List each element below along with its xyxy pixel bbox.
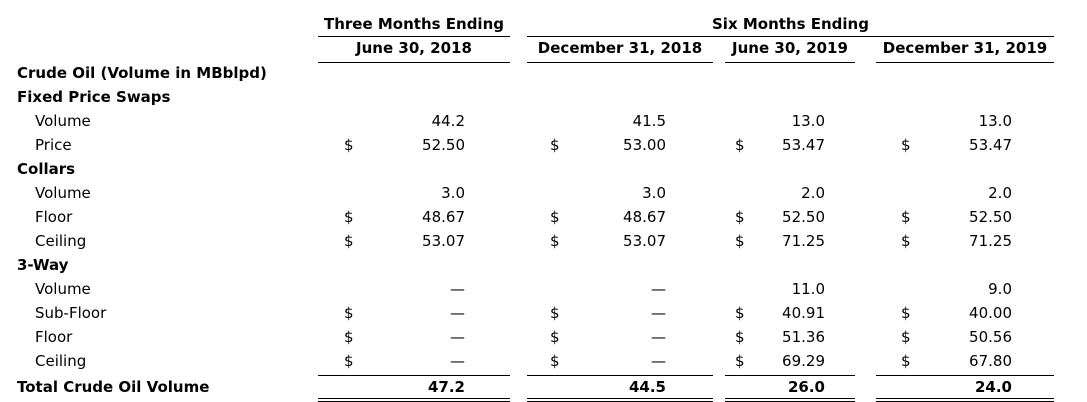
table-cell: — [651,304,666,322]
currency-symbol: $ [735,136,745,154]
currency-symbol: $ [344,136,354,154]
table-cell: 44.2 [431,112,465,130]
table-cell: 50.56 [969,328,1012,346]
table-cell: 2.0 [988,184,1012,202]
table-cell: 53.00 [623,136,666,154]
table-cell: 53.47 [969,136,1012,154]
table-cell: 69.29 [782,352,825,370]
table-cell: 53.07 [422,232,465,250]
total-double-underline [876,398,1054,399]
currency-symbol: $ [344,352,354,370]
table-cell: 3.0 [642,184,666,202]
currency-symbol: $ [550,232,560,250]
section-label: Fixed Price Swaps [17,88,171,106]
row-label: Volume [35,280,91,298]
table-cell: 53.07 [623,232,666,250]
table-cell: 51.36 [782,328,825,346]
table-cell: — [450,280,465,298]
currency-symbol: $ [901,304,911,322]
currency-symbol: $ [735,208,745,226]
currency-symbol: $ [550,136,560,154]
column-header-rule [725,62,855,63]
currency-symbol: $ [344,208,354,226]
row-label: Volume [35,112,91,130]
table-cell: 3.0 [441,184,465,202]
column-header-rule [527,62,713,63]
group-header-six-months: Six Months Ending [712,15,869,33]
row-label: Ceiling [35,352,87,370]
total-top-rule [725,375,855,376]
column-header: December 31, 2018 [537,39,703,57]
currency-symbol: $ [901,328,911,346]
currency-symbol: $ [550,328,560,346]
currency-symbol: $ [550,208,560,226]
group-header-three-months: Three Months Ending [323,15,504,33]
table-cell: 48.67 [422,208,465,226]
table-cell: 53.47 [782,136,825,154]
table-cell: 67.80 [969,352,1012,370]
section-label: Collars [17,160,76,178]
total-top-rule [318,375,510,376]
table-cell: — [450,352,465,370]
row-label: Price [35,136,72,154]
currency-symbol: $ [344,304,354,322]
currency-symbol: $ [901,136,911,154]
currency-symbol: $ [550,304,560,322]
total-double-underline [527,398,713,399]
group-rule-three-months [318,36,510,37]
column-header: December 31, 2019 [882,39,1048,57]
currency-symbol: $ [344,232,354,250]
table-cell: 13.0 [791,112,825,130]
column-header-rule [318,62,510,63]
table-cell: 52.50 [969,208,1012,226]
currency-symbol: $ [550,352,560,370]
row-label: Sub-Floor [35,304,107,322]
total-top-rule [527,375,713,376]
total-cell: 44.5 [628,378,666,396]
currency-symbol: $ [735,352,745,370]
table-cell: 52.50 [422,136,465,154]
currency-symbol: $ [901,232,911,250]
table-cell: 2.0 [801,184,825,202]
group-rule-six-months [527,36,1054,37]
table-cell: 9.0 [988,280,1012,298]
total-cell: 47.2 [427,378,465,396]
currency-symbol: $ [344,328,354,346]
table-cell: 11.0 [791,280,825,298]
total-cell: 26.0 [787,378,825,396]
table-cell: — [651,280,666,298]
total-double-underline [725,398,855,399]
column-header-rule [876,62,1054,63]
table-cell: 71.25 [969,232,1012,250]
column-header: June 30, 2019 [732,39,848,57]
total-top-rule [876,375,1054,376]
row-label: Ceiling [35,232,87,250]
row-label: Volume [35,184,91,202]
currency-symbol: $ [735,304,745,322]
currency-symbol: $ [901,352,911,370]
table-cell: 40.91 [782,304,825,322]
table-cell: — [651,328,666,346]
table-cell: 71.25 [782,232,825,250]
currency-symbol: $ [735,232,745,250]
section-label: 3-Way [17,256,69,274]
table-cell: 41.5 [632,112,666,130]
column-header: June 30, 2018 [356,39,472,57]
table-cell: 48.67 [623,208,666,226]
row-label: Floor [35,328,73,346]
total-double-underline [318,398,510,399]
table-cell: — [450,304,465,322]
table-cell: 13.0 [978,112,1012,130]
section-label: Crude Oil (Volume in MBblpd) [17,64,267,82]
table-cell: 40.00 [969,304,1012,322]
row-label: Floor [35,208,73,226]
table-cell: 52.50 [782,208,825,226]
currency-symbol: $ [901,208,911,226]
currency-symbol: $ [735,328,745,346]
table-cell: — [651,352,666,370]
table-cell: — [450,328,465,346]
total-cell: 24.0 [974,378,1012,396]
total-label: Total Crude Oil Volume [17,378,210,396]
